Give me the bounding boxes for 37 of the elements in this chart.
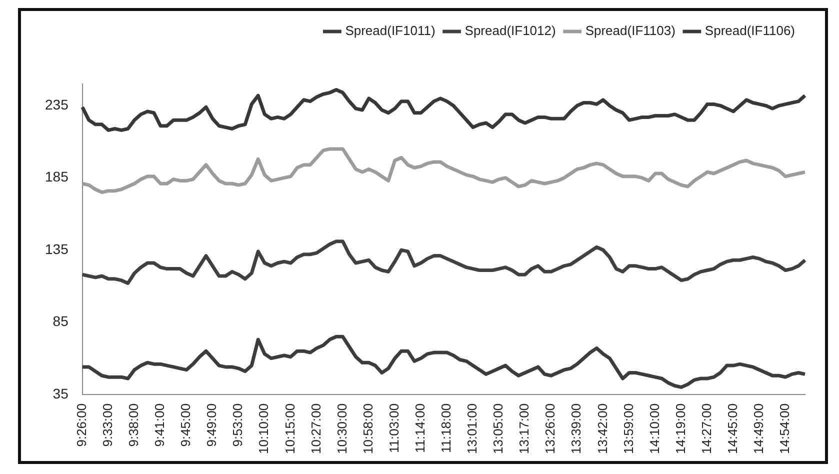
legend-label: Spread(IF1103)	[585, 23, 676, 38]
x-tick-label: 13:05:00	[490, 403, 506, 454]
x-tick-label: 9:26:00	[74, 403, 89, 447]
x-tick-label: 14:10:00	[646, 403, 662, 454]
x-tick-label: 10:27:00	[308, 403, 324, 454]
x-tick-label: 11:03:00	[386, 403, 402, 454]
y-tick-label: 135	[45, 240, 69, 257]
x-tick-label: 10:10:00	[256, 403, 272, 454]
legend-label: Spread(IF1106)	[704, 23, 796, 38]
x-tick-label: 13:42:00	[594, 403, 610, 454]
x-tick-label: 13:01:00	[464, 403, 480, 454]
x-tick-label: 9:38:00	[126, 403, 142, 447]
x-tick-label: 9:33:00	[100, 403, 115, 447]
x-tick-label: 14:27:00	[698, 403, 714, 454]
y-tick-label: 185	[45, 168, 69, 185]
x-tick-label: 13:59:00	[620, 403, 636, 454]
x-tick-label: 13:39:00	[568, 403, 584, 454]
x-tick-label: 10:58:00	[360, 403, 376, 454]
x-tick-label: 14:19:00	[672, 403, 688, 454]
x-tick-label: 14:54:00	[777, 403, 792, 454]
x-tick-label: 9:53:00	[230, 403, 246, 447]
x-tick-label: 11:18:00	[438, 403, 454, 454]
legend-label: Spread(IF1011)	[345, 23, 436, 38]
y-tick-label: 85	[52, 313, 69, 330]
x-tick-label: 13:26:00	[542, 403, 558, 454]
legend-label: Spread(IF1012)	[464, 23, 556, 38]
x-tick-label: 14:49:00	[751, 403, 766, 454]
x-tick-label: 14:45:00	[724, 403, 740, 454]
x-tick-label: 10:15:00	[282, 403, 298, 454]
y-tick-label: 235	[45, 96, 69, 113]
x-tick-label: 9:45:00	[178, 403, 194, 447]
x-tick-label: 13:17:00	[516, 403, 532, 454]
x-tick-label: 9:41:00	[152, 403, 168, 447]
x-tick-label: 10:30:00	[334, 403, 350, 454]
x-tick-label: 11:14:00	[412, 403, 428, 454]
x-tick-label: 9:49:00	[204, 403, 220, 447]
y-tick-label: 35	[52, 385, 69, 402]
